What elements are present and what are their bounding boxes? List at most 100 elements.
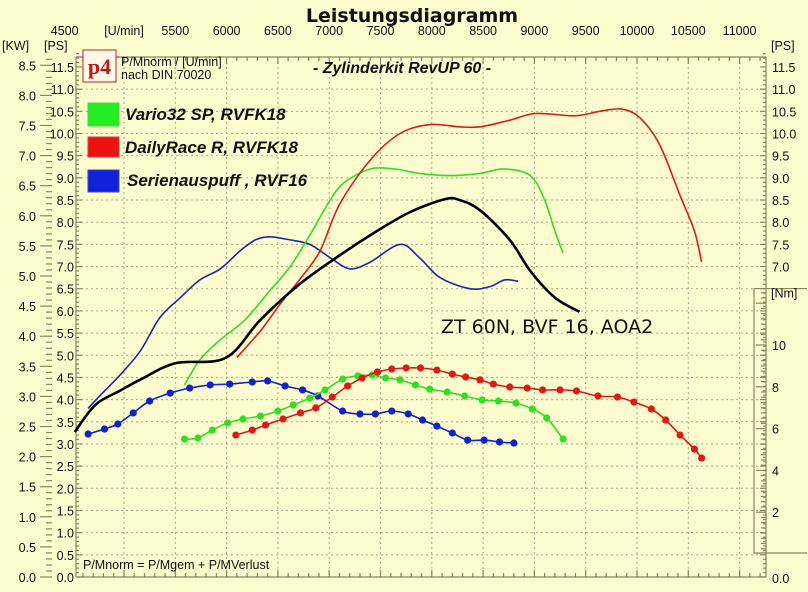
series-serienauspuff-rvf16-drehmoment	[84, 377, 518, 447]
data-point	[338, 375, 347, 383]
kw-tick-label: 2.5	[19, 421, 36, 435]
data-point	[594, 392, 602, 400]
data-point	[495, 438, 504, 446]
data-point	[543, 414, 551, 422]
data-point	[510, 439, 518, 447]
nm-tick-label: 8	[772, 381, 779, 395]
kw-tick-label: 3.0	[19, 390, 36, 404]
series-zt-60n-bvf-16-aoa2-leistung	[73, 196, 581, 433]
nm-tick-label: 2	[772, 506, 779, 520]
grid	[76, 57, 766, 577]
data-point	[418, 416, 427, 424]
x-tick-label: 4500	[51, 24, 79, 38]
x-tick-label: 5500	[161, 24, 189, 38]
data-point	[208, 426, 216, 434]
x-tick-label: 9500	[572, 24, 600, 38]
ps-tick-label-left: 4.5	[57, 371, 74, 385]
x-tick-label: 9000	[520, 24, 548, 38]
kw-tick-label: 1.5	[19, 481, 36, 495]
data-point	[464, 436, 472, 444]
data-point	[356, 410, 364, 418]
logo-text: p4	[88, 54, 111, 79]
kw-tick-label: 5.5	[19, 240, 36, 254]
kw-tick-label: 0.5	[19, 541, 36, 555]
data-point	[166, 389, 174, 397]
footnote: P/Mnorm = P/Mgem + P/MVerlust	[83, 558, 270, 572]
data-point	[528, 405, 536, 413]
x-tick-label: 6500	[264, 24, 292, 38]
data-point	[426, 385, 434, 393]
ps-tick-label-left: 2.0	[57, 482, 74, 496]
data-point	[478, 396, 486, 404]
data-point	[180, 435, 189, 443]
ps-tick-label-left: 5.5	[57, 327, 74, 341]
kw-tick-label: 3.5	[19, 360, 36, 374]
series-vario32-sp-rvfk18-drehmoment	[180, 371, 567, 443]
nm-axis-box	[753, 287, 807, 554]
ps-tick-label-right: 8.0	[772, 216, 789, 230]
ps-tick-label-right: 8.5	[772, 194, 789, 208]
data-point	[556, 386, 564, 394]
data-point	[256, 412, 265, 420]
data-point	[396, 376, 404, 384]
ps-tick-label-left: 7.0	[57, 261, 74, 275]
legend-label-vario32: Vario32 SP, RVFK18	[125, 105, 286, 124]
x-tick-label: 10500	[671, 24, 706, 38]
series-serienauspuff-rvf16-leistung	[87, 236, 519, 410]
nm-zero-label: 0.0	[772, 572, 789, 586]
kw-tick-label: 8.5	[19, 59, 36, 73]
series-dailyrace-r-rvfk18-leistung	[236, 108, 703, 359]
series	[73, 108, 706, 462]
data-point	[248, 426, 256, 434]
data-point	[373, 368, 382, 376]
ps-tick-label-left: 1.5	[57, 504, 74, 518]
x-tick-label: 11000	[723, 24, 757, 38]
data-point	[281, 382, 289, 390]
x-tick-label: 6000	[213, 24, 241, 38]
data-point	[462, 373, 470, 381]
data-point	[461, 392, 469, 400]
data-point	[296, 409, 305, 417]
legend: Vario32 SP, RVFK18 DailyRace R, RVFK18 S…	[87, 102, 308, 193]
data-point	[328, 393, 336, 401]
x-tick-label: [U/min]	[104, 24, 144, 38]
x-tick-label: 8500	[469, 24, 497, 38]
legend-swatch-serienauspuff	[87, 169, 120, 193]
x-tick-label: 8000	[418, 24, 446, 38]
kw-axis-label: [KW]	[2, 39, 29, 53]
x-tick-label: 7000	[315, 24, 343, 38]
x-tick-label: 7500	[367, 24, 395, 38]
ps-tick-label-left: 3.0	[57, 438, 74, 452]
data-point	[344, 382, 352, 390]
ps-tick-label-left: 0.5	[57, 549, 74, 563]
data-point	[523, 384, 531, 392]
data-point	[371, 410, 379, 418]
legend-swatch-dailyrace	[87, 136, 120, 158]
data-point	[279, 415, 287, 423]
data-point	[186, 384, 194, 392]
kw-tick-label: 4.0	[19, 330, 36, 344]
data-point	[404, 410, 412, 418]
data-point	[312, 404, 320, 412]
kw-tick-label: 6.5	[19, 180, 36, 194]
data-point	[448, 429, 456, 437]
data-point	[298, 386, 307, 394]
annotation-zt60n: ZT 60N, BVF 16, AOA2	[441, 316, 653, 338]
ps-tick-label-right: 7.0	[772, 261, 789, 275]
data-point	[494, 397, 503, 405]
ps-tick-label-left: 1.0	[57, 527, 74, 541]
data-point	[239, 415, 247, 423]
data-point	[698, 454, 706, 462]
data-point	[443, 388, 451, 396]
series-line	[183, 167, 564, 386]
legend-label-serienauspuff: Serienauspuff , RVF16	[127, 171, 308, 190]
kw-tick-label: 7.0	[19, 150, 36, 164]
ps-tick-label-left: 7.5	[57, 238, 74, 252]
data-point	[512, 399, 520, 407]
data-point	[224, 419, 232, 427]
ps-axis-label-right: [PS]	[771, 39, 795, 53]
kw-tick-label: 0.0	[19, 571, 36, 585]
series-line	[87, 236, 519, 410]
data-point	[416, 364, 425, 372]
ps-tick-label-left: 3.5	[57, 416, 74, 430]
